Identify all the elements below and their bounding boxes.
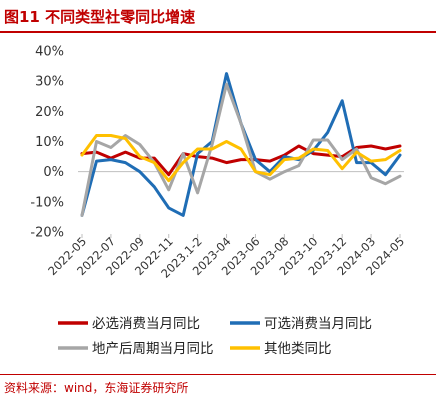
y-tick-label: 0%	[43, 165, 64, 180]
legend-label: 必选消费当月同比	[92, 316, 200, 332]
x-axis: 2022-052022-072022-092022-112023.1-22023…	[45, 171, 407, 281]
series-line-2	[80, 82, 402, 217]
legend-label: 可选消费当月同比	[264, 316, 372, 332]
source-note: 资料来源：wind，东海证券研究所	[4, 381, 189, 395]
figure-title: 图11 不同类型社零同比增速	[4, 8, 196, 26]
line-chart: 40% 30% 20% 10% 0% -10% -20% 2022-052022-07202…	[30, 45, 407, 358]
y-tick-label: 30%	[35, 75, 64, 90]
y-tick-label: 10%	[35, 135, 64, 150]
title-divider	[0, 31, 436, 33]
series-lines	[80, 72, 402, 217]
y-tick-label: -10%	[30, 195, 64, 210]
y-axis-labels: 40% 30% 20% 10% 0% -10% -20%	[30, 45, 64, 241]
series-line-0	[80, 144, 402, 177]
y-tick-label: 20%	[35, 105, 64, 120]
legend-label: 地产后周期当月同比	[92, 341, 214, 357]
y-tick-label: -20%	[30, 226, 64, 241]
source-divider	[0, 374, 436, 375]
series-line-3	[80, 134, 402, 183]
legend-label: 其他类同比	[264, 341, 332, 357]
y-tick-label: 40%	[35, 45, 64, 60]
